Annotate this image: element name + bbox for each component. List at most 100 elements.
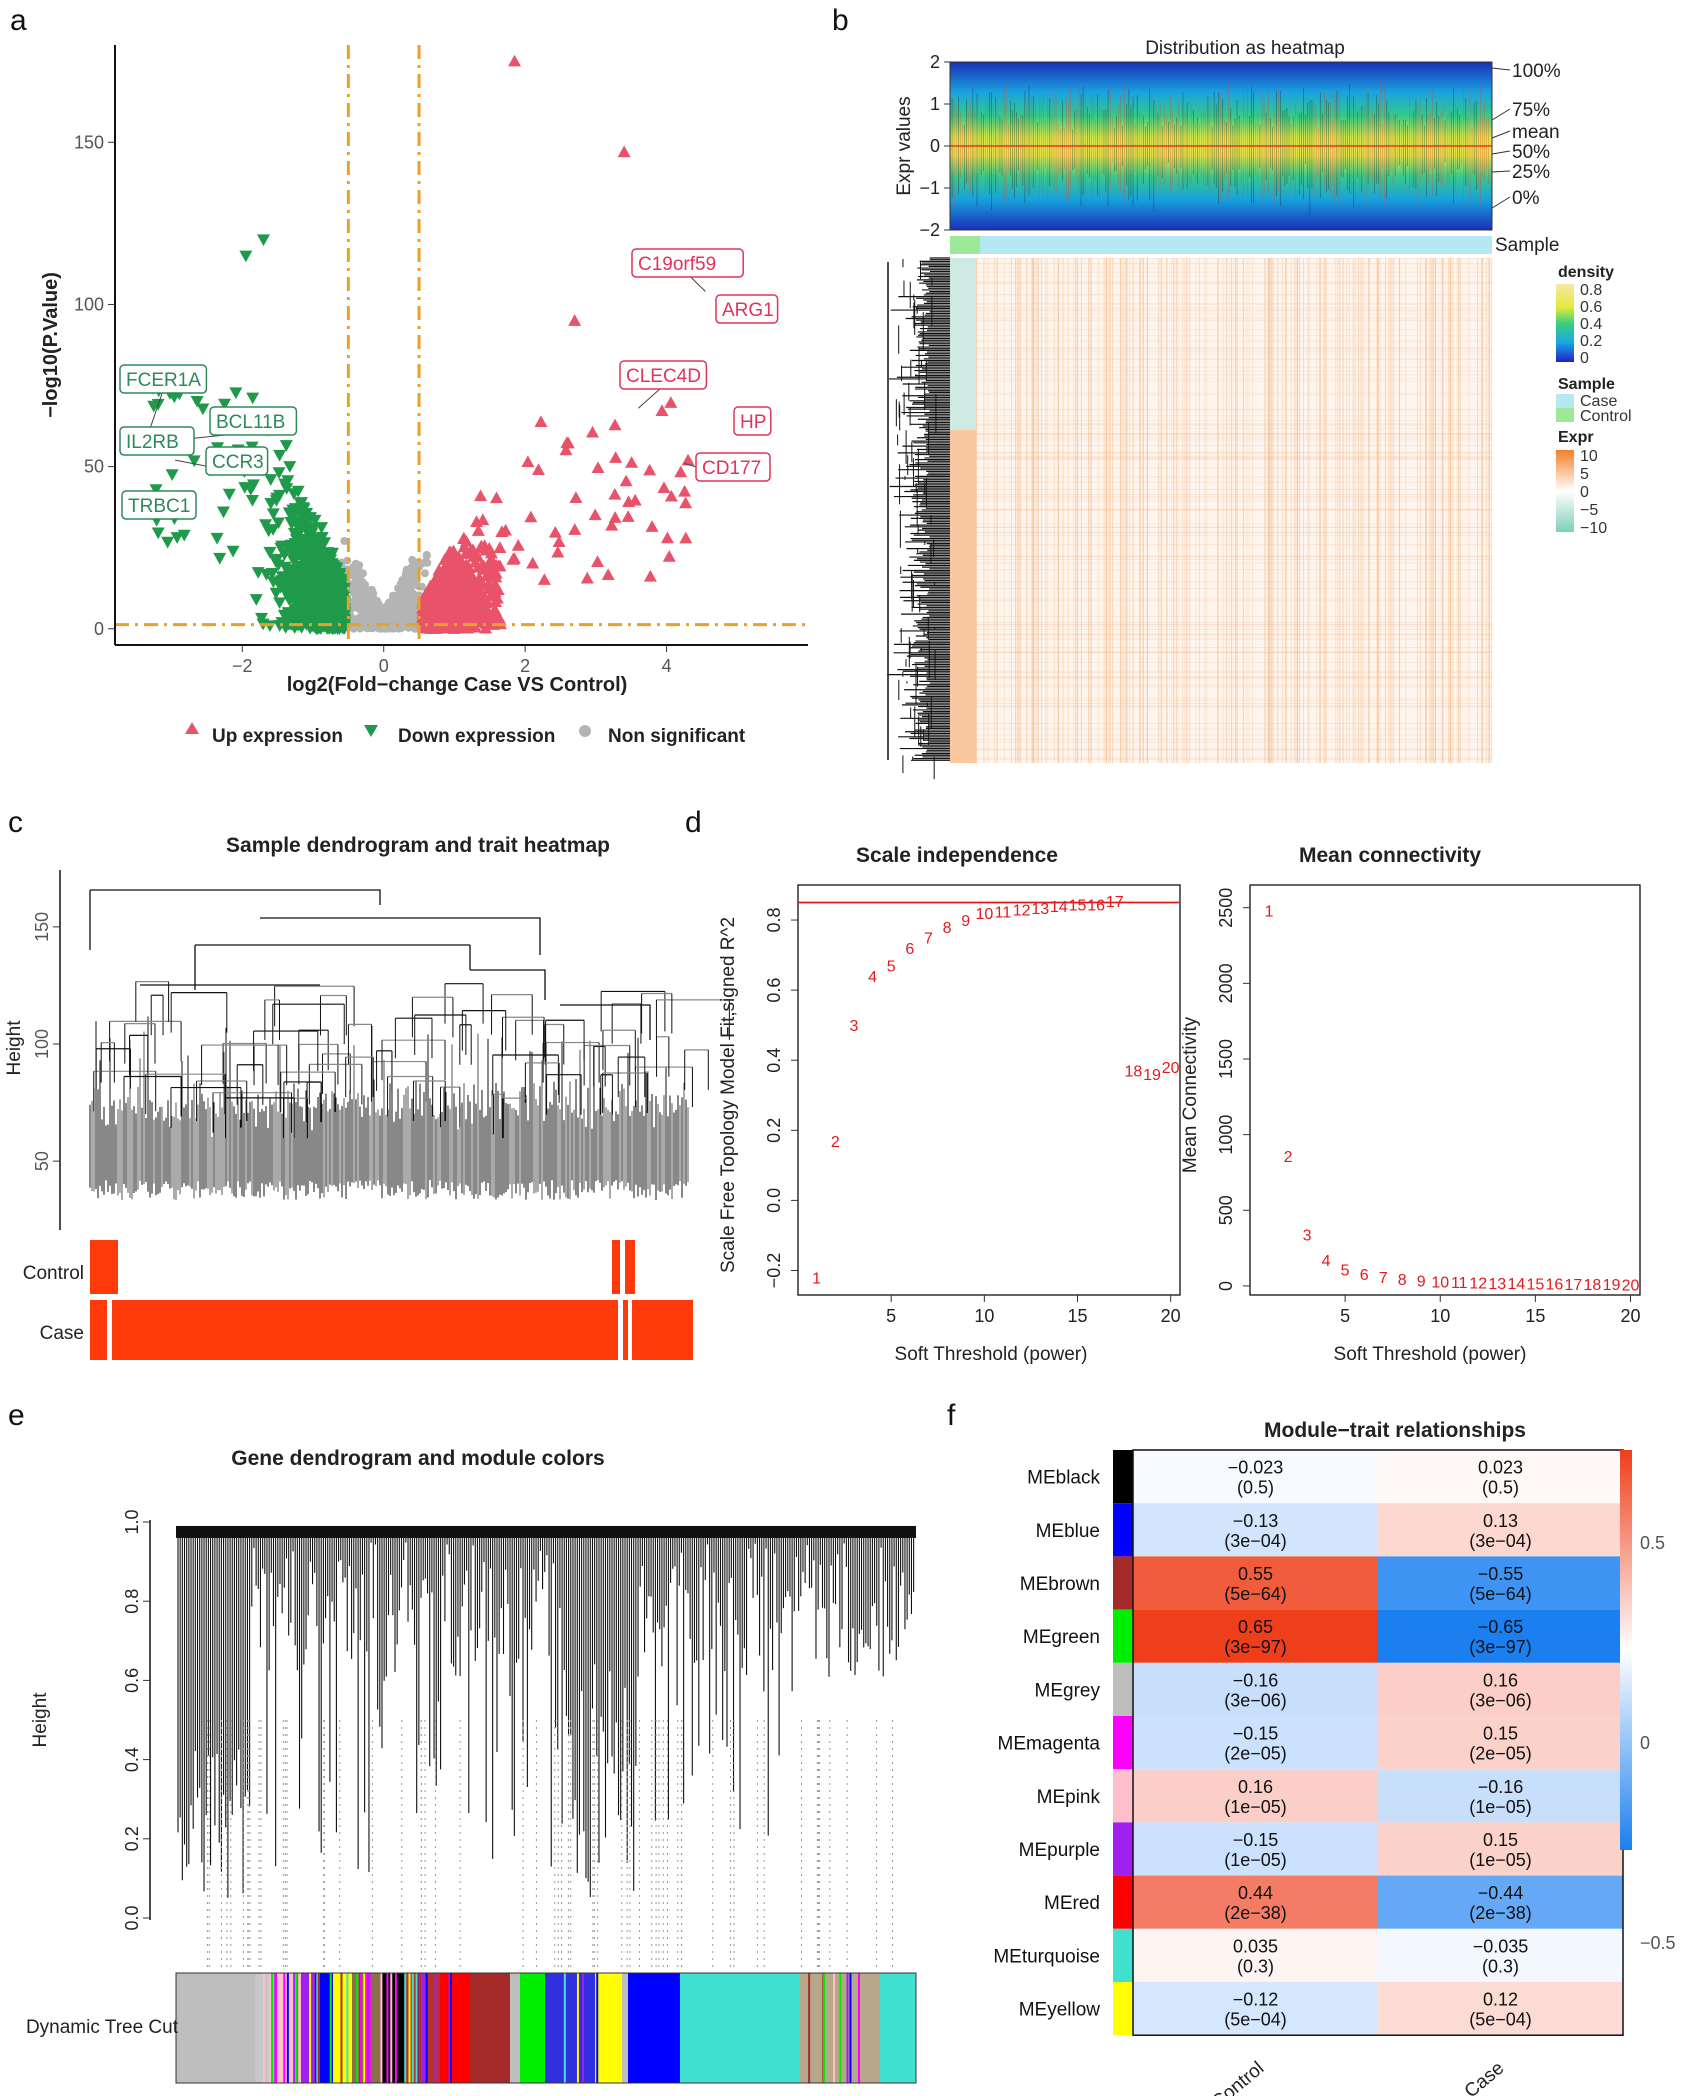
up-point [451, 610, 465, 622]
up-point [622, 495, 636, 507]
up-highlight-point [568, 314, 582, 326]
down-point [151, 527, 165, 540]
e-module-stripe [823, 1973, 826, 2083]
e-module-stripe [314, 1973, 317, 2083]
c-y-tick-label: 100 [32, 1029, 52, 1059]
up-point [476, 513, 490, 526]
d-left-point: 10 [975, 906, 993, 923]
e-module-stripe [415, 1973, 418, 2083]
down-point [333, 596, 347, 609]
up-point [526, 556, 540, 569]
down-point [270, 492, 284, 505]
e-gene-dendrogram [176, 1525, 916, 1970]
e-module-segment [176, 1973, 255, 2083]
b-legend-density-tick: 0.8 [1580, 282, 1602, 299]
down-point [295, 561, 309, 574]
d-right-point: 5 [1341, 1262, 1350, 1279]
b-sample-case-strip [980, 236, 1492, 254]
down-point [190, 395, 204, 408]
down-point [218, 398, 232, 411]
up-point [479, 601, 493, 614]
gene-label: ARG1 [722, 300, 774, 321]
down-point [147, 400, 161, 413]
e-module-stripe [263, 1973, 266, 2083]
gene-label: BCL11B [216, 412, 285, 433]
up-point [419, 613, 433, 626]
up-point [421, 606, 435, 619]
down-point [279, 440, 293, 452]
up-point [459, 574, 473, 587]
a-y-tick-label: 0 [94, 619, 104, 639]
b-sample-label: Sample [1495, 235, 1559, 256]
d-left-y-tick-label: −0.2 [764, 1253, 784, 1289]
d-left-point: 16 [1087, 897, 1105, 914]
up-point [452, 601, 466, 614]
d-right-point: 13 [1488, 1276, 1506, 1293]
d-right-point: 3 [1303, 1227, 1312, 1244]
up-point [478, 539, 492, 551]
up-point [479, 616, 493, 629]
ns-point [391, 607, 399, 616]
ns-point [362, 593, 370, 602]
d-right-point: 2 [1284, 1149, 1293, 1166]
down-point [249, 594, 263, 606]
d-right-x-tick-label: 10 [1430, 1306, 1450, 1326]
e-module-stripe [449, 1973, 452, 2083]
e-module-stripe [346, 1973, 349, 2083]
b-quantile-label: 50% [1512, 142, 1550, 163]
d-left-point: 9 [961, 913, 970, 930]
a-x-tick-label: 0 [379, 656, 389, 676]
down-point [213, 552, 227, 565]
legend-down-marker [364, 725, 378, 737]
gene-label: CCR3 [212, 452, 264, 473]
gene-label: FCER1A [126, 370, 201, 391]
e-module-stripe [390, 1973, 393, 2083]
up-point [448, 564, 462, 576]
up-point [591, 461, 605, 474]
down-point [290, 519, 304, 531]
down-point [255, 612, 269, 625]
a-y-label: −log10(P.Value) [40, 272, 62, 418]
c-trait-heatmap: Control Case [23, 1240, 693, 1360]
gene-label-box [619, 360, 708, 390]
a-x-tick-label: −2 [232, 656, 253, 676]
up-point [474, 595, 488, 608]
d-right-point: 8 [1398, 1272, 1407, 1289]
ns-point [396, 595, 405, 603]
ns-point [355, 561, 364, 570]
c-sample-dendrogram [89, 889, 730, 1200]
b-legend-case-label: Case [1580, 393, 1617, 410]
a-x-label: log2(Fold−change Case VS Control) [287, 674, 628, 696]
b-legend-density-tick: 0.2 [1580, 333, 1602, 350]
up-point [471, 524, 485, 536]
e-module-stripe [380, 1973, 383, 2083]
d-right-y-tick-label: 1500 [1216, 1039, 1236, 1079]
up-point [443, 547, 457, 559]
e-module-stripe [359, 1973, 362, 2083]
ns-point [354, 585, 362, 594]
b-quantile-leader [1491, 130, 1511, 139]
e-module-stripe [404, 1973, 407, 2083]
d-right-point: 7 [1379, 1270, 1388, 1287]
d-left-point: 20 [1162, 1060, 1180, 1077]
up-point [548, 525, 562, 538]
c-y-label: Height [4, 1020, 25, 1076]
e-module-stripe [356, 1973, 359, 2083]
e-title: Gene dendrogram and module colors [231, 1447, 604, 1470]
down-point [273, 597, 287, 610]
up-point [551, 545, 565, 558]
down-point [170, 532, 184, 544]
down-point [269, 556, 283, 568]
up-point [586, 425, 600, 438]
b-legend-expr-tick: 10 [1580, 448, 1598, 465]
b-legend-expr-tick: −5 [1580, 502, 1598, 519]
a-x-tick-label: 2 [520, 656, 530, 676]
legend-up-label: Up expression [212, 726, 343, 747]
d-left-point: 18 [1125, 1064, 1143, 1081]
e-module-stripe [349, 1973, 352, 2083]
down-point [263, 546, 277, 559]
up-point [643, 569, 657, 582]
e-module-stripe [808, 1973, 811, 2083]
ns-point [420, 569, 429, 578]
down-point [222, 488, 236, 501]
